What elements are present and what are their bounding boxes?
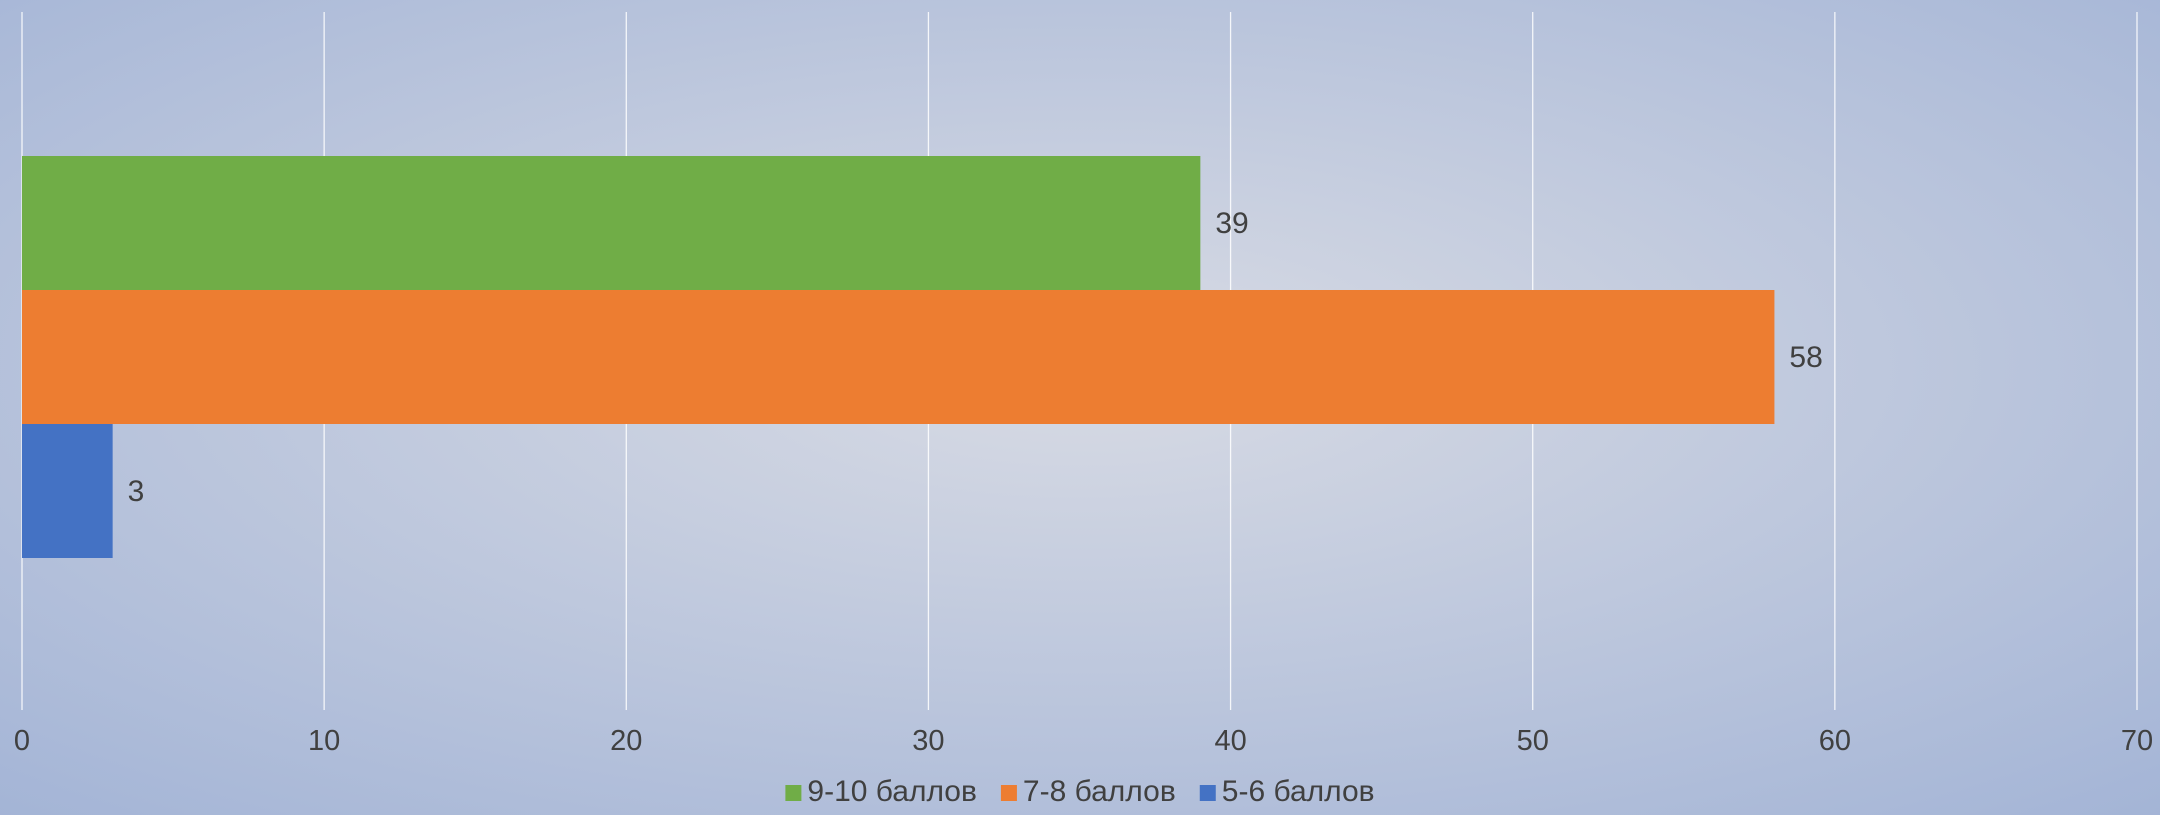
x-tick-label: 70 bbox=[2121, 725, 2153, 757]
bars bbox=[22, 156, 1775, 558]
legend-swatch bbox=[785, 785, 802, 801]
legend-swatch bbox=[1000, 785, 1017, 801]
bar-1 bbox=[22, 290, 1775, 424]
legend-swatch bbox=[1199, 785, 1216, 801]
data-labels: 39 58 3 bbox=[128, 207, 1823, 508]
x-tick-label: 60 bbox=[1819, 725, 1851, 757]
data-label: 3 bbox=[128, 475, 145, 508]
x-tick-label: 50 bbox=[1517, 725, 1549, 757]
legend-label: 5-6 баллов bbox=[1222, 775, 1375, 808]
data-label: 58 bbox=[1789, 341, 1822, 374]
bar-2 bbox=[22, 424, 113, 558]
x-tick-label: 10 bbox=[308, 725, 340, 757]
x-tick-label: 40 bbox=[1214, 725, 1246, 757]
legend-label: 9-10 баллов bbox=[807, 775, 977, 808]
bar-0 bbox=[22, 156, 1201, 290]
legend-label: 7-8 баллов bbox=[1023, 775, 1176, 808]
legend: 9-10 баллов 7-8 баллов 5-6 баллов bbox=[785, 775, 1375, 808]
data-label: 39 bbox=[1215, 207, 1248, 240]
x-tick-label: 20 bbox=[610, 725, 642, 757]
x-tick-label: 30 bbox=[912, 725, 944, 757]
x-axis-ticks: 0 10 20 30 40 50 60 70 bbox=[14, 725, 2153, 757]
x-tick-label: 0 bbox=[14, 725, 30, 757]
